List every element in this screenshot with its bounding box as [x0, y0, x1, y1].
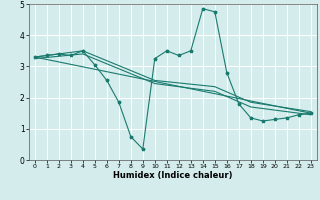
X-axis label: Humidex (Indice chaleur): Humidex (Indice chaleur) [113, 171, 233, 180]
